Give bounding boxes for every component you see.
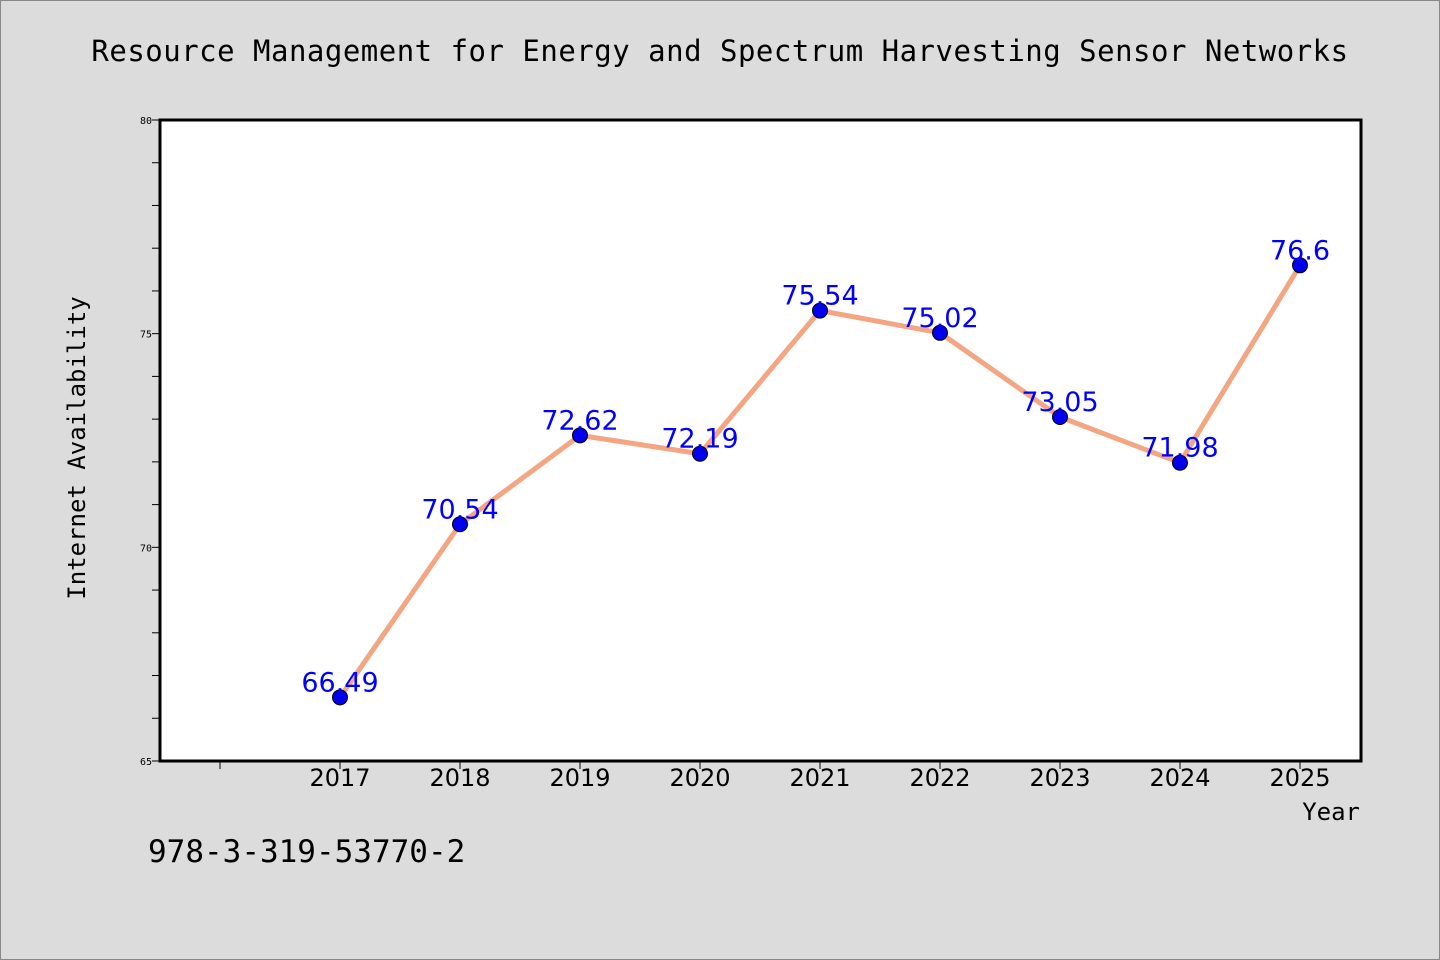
x-tick-label: 2024	[1149, 764, 1210, 792]
data-label: 70.54	[421, 494, 498, 525]
x-tick-label: 2025	[1269, 764, 1330, 792]
data-point	[932, 324, 948, 341]
x-tick-label: 2022	[909, 764, 970, 792]
x-tick-label: 2017	[309, 764, 370, 792]
y-axis: 65 70 75 80	[140, 116, 160, 768]
data-label: 72.62	[541, 405, 618, 436]
y-tick-label: 75	[140, 330, 152, 341]
data-point	[1052, 408, 1068, 425]
data-point	[452, 516, 468, 533]
data-label: 72.19	[661, 424, 738, 455]
data-point	[572, 427, 588, 444]
y-tick-label: 65	[140, 757, 152, 768]
x-tick-label: 2023	[1029, 764, 1090, 792]
plot-area	[158, 118, 1363, 763]
data-label: 75.02	[901, 303, 978, 334]
x-tick-label: 2018	[429, 764, 490, 792]
x-axis-label: Year	[1302, 798, 1360, 826]
data-label: 71.98	[1141, 433, 1218, 464]
y-axis-label: Internet Availability	[63, 296, 91, 599]
x-tick-label: 2020	[669, 764, 730, 792]
data-label: 75.54	[781, 281, 858, 312]
isbn-text: 978-3-319-53770-2	[148, 834, 466, 870]
data-point	[332, 689, 348, 706]
data-label: 73.05	[1021, 387, 1098, 418]
x-tick-label: 2019	[549, 764, 610, 792]
data-label: 76.6	[1270, 235, 1330, 266]
data-point	[692, 445, 708, 462]
data-point	[812, 302, 828, 319]
y-tick-label: 80	[140, 116, 152, 127]
x-tick-label: 2021	[789, 764, 850, 792]
chart-title: Resource Management for Energy and Spect…	[91, 34, 1349, 68]
y-tick-label: 70	[140, 543, 152, 554]
series-layer: 66.49 70.54 72.62 72.19 75.54 75.02 73.05 71.98…	[301, 235, 1330, 706]
data-point	[1292, 257, 1308, 274]
x-axis: 2017 2018 2019 2020 2021 2022 2023 2024 2025	[219, 761, 1331, 792]
data-point	[1172, 454, 1188, 471]
data-label: 66.49	[301, 667, 378, 698]
